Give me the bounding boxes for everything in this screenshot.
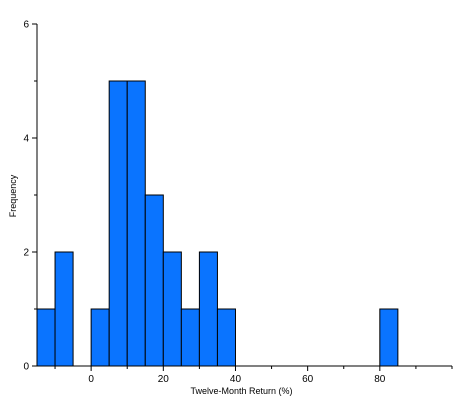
- histogram-bar-0: [36, 308, 56, 367]
- histogram-bar-6: [162, 251, 182, 367]
- y-tick-label: 2: [23, 248, 29, 259]
- histogram-bar-4: [126, 80, 146, 367]
- bars-group: [36, 80, 399, 367]
- histogram-bar-8: [198, 251, 218, 367]
- histogram-bar-2: [90, 308, 110, 367]
- x-ticks-group: 0 20 40 60 80: [54, 366, 453, 385]
- x-tick-label: 40: [230, 374, 242, 385]
- histogram-bar-3: [108, 80, 128, 367]
- x-tick-label: 0: [88, 374, 94, 385]
- histogram-bar-9: [216, 308, 236, 367]
- histogram-bar-5: [144, 194, 164, 367]
- x-axis-title: Twelve-Month Return (%): [190, 386, 292, 396]
- x-tick-label: 20: [158, 374, 170, 385]
- histogram-bar-1: [54, 251, 74, 367]
- x-tick-label: 60: [302, 374, 314, 385]
- histogram-bar-10: [379, 308, 399, 367]
- y-tick-label: 6: [23, 20, 29, 31]
- x-tick-label: 80: [374, 374, 386, 385]
- y-axis-title: Frequency: [8, 174, 18, 217]
- histogram-bar-7: [180, 308, 200, 367]
- y-tick-label: 0: [23, 362, 29, 373]
- y-tick-label: 4: [23, 134, 29, 145]
- y-ticks-group: 0 2 4 6: [23, 20, 37, 373]
